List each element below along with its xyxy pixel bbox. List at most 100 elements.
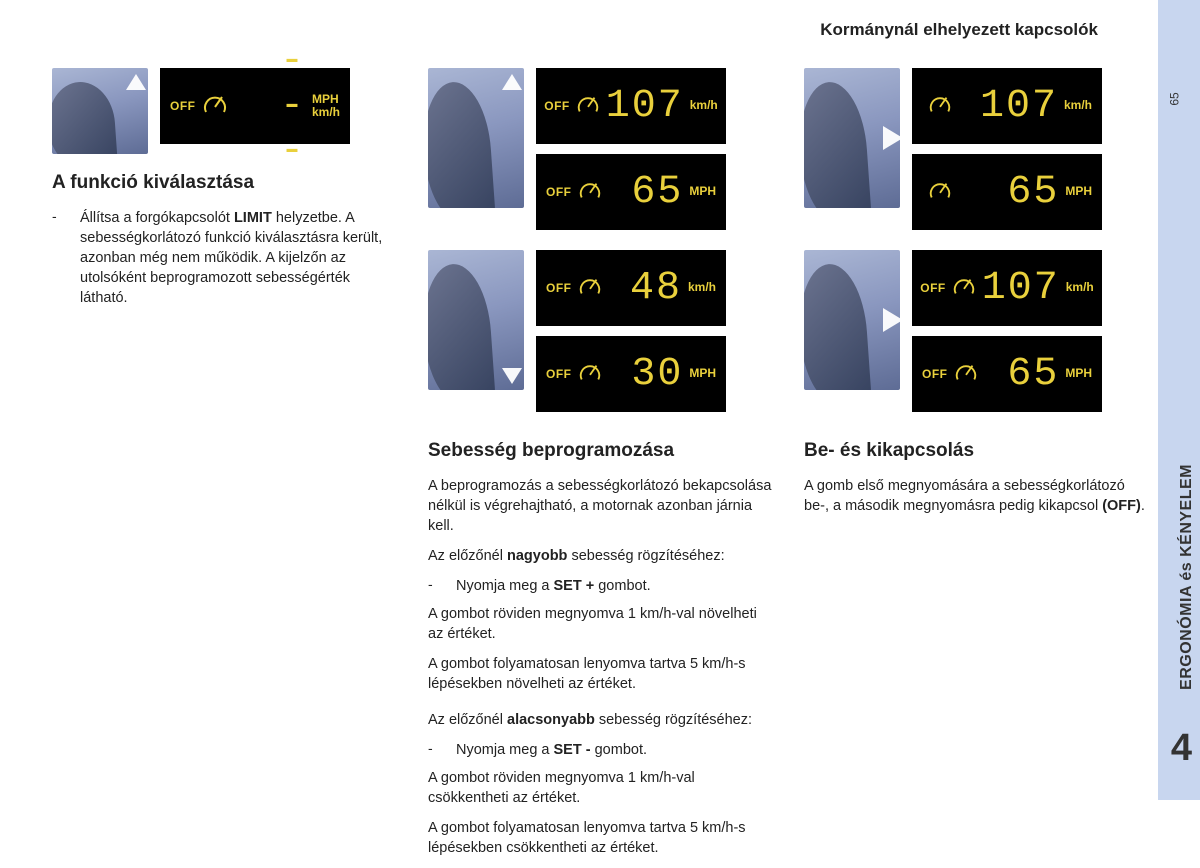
col1-bullet: - Állítsa a forgókapcsolót LIMIT helyzet… [52,208,396,308]
col2-higher-p2: A gombot röviden megnyomva 1 km/h-val nö… [428,604,772,644]
bold-setminus: SET - [554,742,591,758]
text-fragment: Az előzőnél [428,548,507,564]
lcd-off-label: OFF [546,185,572,199]
lcd-off-label: OFF [920,281,946,295]
lcd-value: 65 [984,352,1060,397]
lcd-display: 65 MPH [912,154,1102,230]
col2-lower-p3: A gombot folyamatosan lenyomva tartva 5 … [428,818,772,858]
lcd-off-label: OFF [546,281,572,295]
col2-higher-bullet: -Nyomja meg a SET + gombot. [428,576,772,596]
dash: - [428,740,436,760]
text-fragment: gombot. [594,578,650,594]
lcd-display: OFF 48 km/h [536,250,726,326]
col2-heading: Sebesség beprogramozása [428,440,772,462]
dash: - [428,576,436,596]
gauge-icon [928,93,952,120]
col2-higher-p3: A gombot folyamatosan lenyomva tartva 5 … [428,654,772,694]
text-fragment: Az előzőnél [428,712,507,728]
dash: - [52,208,60,308]
lcd-display: OFF 65 MPH [536,154,726,230]
bold-off: (OFF) [1102,498,1141,514]
col2-row1: OFF 107 km/h OFF 65 MPH [428,68,772,240]
lcd-display: OFF 30 MPH [536,336,726,412]
stalk-photo-up [428,68,524,208]
lcd-off-label: OFF [170,99,196,113]
text-fragment: gombot. [591,742,647,758]
gauge-icon [954,361,978,388]
lcd-value: 48 [608,266,682,311]
col3-p1: A gomb első megnyomására a sebességkorlá… [804,476,1148,516]
gauge-icon [576,93,600,120]
lcd-off-label: OFF [922,367,948,381]
lcd-value: 65 [608,170,684,215]
lcd-unit: km/h [690,99,718,112]
chapter-number: 4 [1171,727,1192,770]
limit-bold: LIMIT [234,210,272,226]
gauge-icon [952,275,976,302]
lcd-off-label: OFF [546,367,572,381]
col3-row1: 107 km/h 65 MPH [804,68,1148,240]
lcd-unit-kmh: km/h [312,106,340,119]
lcd-off-label: OFF [544,99,570,113]
lcd-value: 107 [982,266,1060,311]
chapter-label: ERGONÓMIA és KÉNYELEM [1178,464,1196,690]
col2-lower-line: Az előzőnél alacsonyabb sebesség rögzíté… [428,710,772,730]
column-1: OFF - - - MPH km/h A funkció kiválasztás… [52,68,396,868]
page-root: Kormánynál elhelyezett kapcsolók OFF - -… [0,0,1200,800]
bullet-body: Állítsa a forgókapcsolót LIMIT helyzetbe… [80,208,396,308]
col2-intro: A beprogramozás a sebességkorlátozó beka… [428,476,772,536]
text-fragment: Állítsa a forgókapcsolót [80,210,234,226]
gauge-icon [928,179,952,206]
stalk-photo-press [804,250,900,390]
text-fragment: A gomb első megnyomására a sebességkorlá… [804,478,1125,514]
col2-higher-line: Az előzőnél nagyobb sebesség rögzítéséhe… [428,546,772,566]
lcd-unit: MPH [689,185,716,198]
lcd-display: OFF 107 km/h [536,68,726,144]
lcd-display: OFF 107 km/h [912,250,1102,326]
bold-alacsonyabb: alacsonyabb [507,712,595,728]
lcd-unit: MPH [1065,185,1092,198]
text-fragment: sebesség rögzítéséhez: [595,712,752,728]
lcd-unit: km/h [1064,99,1092,112]
text-fragment: Nyomja meg a [456,578,554,594]
lcd-value: - - - [234,39,306,174]
col3-heading: Be- és kikapcsolás [804,440,1148,462]
bold-setplus: SET + [554,578,595,594]
col2-lower-p2: A gombot röviden megnyomva 1 km/h-val cs… [428,768,772,808]
page-header: Kormánynál elhelyezett kapcsolók [52,20,1148,40]
page-number: 65 [1168,92,1182,105]
lcd-value: 65 [958,170,1059,215]
lcd-value: 107 [606,84,684,129]
stalk-photo-press [804,68,900,208]
bold-nagyobb: nagyobb [507,548,567,564]
col2-row2: OFF 48 km/h OFF 30 MPH [428,250,772,422]
bullet-body: Nyomja meg a SET + gombot. [456,576,772,596]
gauge-icon [578,275,602,302]
content-area: Kormánynál elhelyezett kapcsolók OFF - -… [0,0,1158,800]
column-3: 107 km/h 65 MPH OFF 107 km/h OFF 65 MPH Be- és… [804,68,1148,868]
text-fragment: sebesség rögzítéséhez: [567,548,724,564]
lcd-unit: MPH [1065,367,1092,380]
lcd-value: 107 [958,84,1058,129]
column-2: OFF 107 km/h OFF 65 MPH OFF 48 km/h OFF 30 MPH S… [428,68,772,868]
text-fragment: Nyomja meg a [456,742,554,758]
col2-lower-bullet: -Nyomja meg a SET - gombot. [428,740,772,760]
col1-image-row: OFF - - - MPH km/h [52,68,396,154]
bullet-body: Nyomja meg a SET - gombot. [456,740,772,760]
text-fragment: . [1141,498,1145,514]
side-tab: 65 ERGONÓMIA és KÉNYELEM 4 [1158,0,1200,800]
lcd-unit: km/h [1066,281,1094,294]
stalk-photo-down [428,250,524,390]
gauge-icon [202,92,228,121]
stalk-photo [52,68,148,154]
gauge-icon [578,361,602,388]
lcd-display: 107 km/h [912,68,1102,144]
col3-row2: OFF 107 km/h OFF 65 MPH [804,250,1148,422]
lcd-unit: km/h [688,281,716,294]
col1-heading: A funkció kiválasztása [52,172,396,194]
lcd-unit: MPH [689,367,716,380]
lcd-display: OFF - - - MPH km/h [160,68,350,144]
lcd-units: MPH km/h [312,93,340,119]
lcd-display: OFF 65 MPH [912,336,1102,412]
lcd-value: 30 [608,352,684,397]
